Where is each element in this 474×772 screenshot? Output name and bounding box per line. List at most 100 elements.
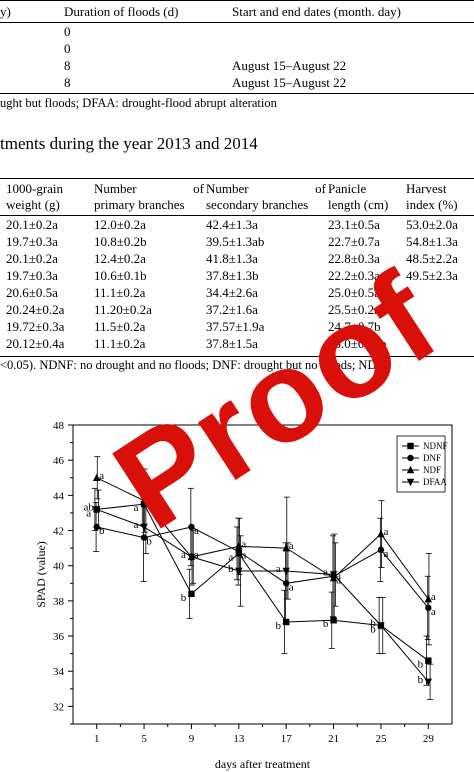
data-point-dnf [377, 546, 385, 554]
significance-label: a [228, 551, 233, 563]
table2-cell: 19.7±0.3a [6, 234, 58, 249]
table2-cell: 54.8±1.3a [406, 234, 458, 249]
table2-cell: 20.24±0.2a [6, 302, 65, 317]
table2-cell: 37.8±1.3b [206, 268, 259, 283]
header-line: primary branches [94, 197, 185, 212]
table2-cell: 20.12±0.4a [6, 336, 65, 351]
table2-cell: 12.4±0.2a [94, 251, 146, 266]
table2-footnote: <0.05). NDNF: no drought and no floods; … [0, 358, 387, 372]
table2-cell: 24.7±0.7b [328, 319, 381, 334]
spad-line-chart: 32 34 36 38 40 42 44 46 48 1 5 9 13 17 21 25 29 days afte… [34, 420, 453, 771]
data-point-ndnf [140, 500, 148, 508]
significance-label: a [181, 549, 186, 561]
legend-marker [406, 465, 415, 474]
data-point-ndnf [282, 618, 290, 626]
table1-cell-duration: 0 [64, 24, 71, 39]
data-point-ndnf [188, 590, 195, 598]
table1-cell-dates: August 15–August 22 [232, 58, 347, 73]
table2-header-secondary-branches: Number of secondary branches [206, 181, 326, 213]
table2-cell: 23.1±0.5a [328, 217, 380, 232]
significance-label: b [370, 618, 376, 630]
legend-label: NDF [423, 465, 441, 475]
significance-label: a [134, 519, 139, 531]
series-line-dnf [96, 526, 429, 609]
table2-cell: 37.2±1.6a [206, 302, 258, 317]
table2-cell: 37.57±1.9a [206, 319, 265, 334]
table2-cell: 53.0±2.0a [406, 217, 458, 232]
table1-footnote: ught but floods; DFAA: drought-flood abr… [0, 96, 277, 110]
header-line: Panicle [328, 181, 367, 196]
significance-label: b [323, 618, 329, 630]
table2-cell: 25.0±0.4ab [328, 336, 387, 351]
table1-cell-duration: 8 [64, 75, 71, 90]
table1-header-duration: Duration of floods (d) [64, 4, 179, 19]
significance-label: a [383, 526, 388, 538]
table2-header-primary-branches: Number of primary branches [94, 181, 204, 213]
header-line: 1000-grain [6, 181, 64, 196]
significance-label: a [99, 470, 104, 482]
significance-label: b [146, 536, 152, 548]
significance-label: b [418, 674, 424, 686]
header-word: of [315, 181, 326, 196]
significance-label: a [194, 549, 199, 561]
significance-label: ab [83, 501, 94, 513]
table2-cell: 22.2±0.3a [328, 268, 380, 283]
significance-label: a [431, 591, 436, 603]
header-word: Number [206, 181, 249, 196]
header-line: secondary branches [206, 197, 309, 212]
header-line: Number of [94, 181, 204, 197]
data-point-dfaa [187, 553, 196, 562]
significance-label: a [323, 567, 328, 579]
significance-label: b [99, 525, 105, 537]
header-word: of [193, 181, 204, 196]
table2-header-grain-weight: 1000-grain weight (g) [6, 181, 63, 213]
data-point-ndf [92, 473, 101, 481]
data-point-ndf [377, 529, 385, 538]
legend-marker [406, 478, 415, 487]
header-line: Harvest [406, 181, 447, 196]
table2-cell: 19.72±0.3a [6, 319, 65, 334]
table2-cell: 22.8±0.3a [328, 251, 380, 266]
significance-label: b [418, 659, 424, 671]
significance-label: a [383, 548, 388, 560]
x-tick-label: 5 [141, 733, 147, 745]
y-tick-label: 32 [53, 701, 64, 713]
y-tick-label: 40 [53, 561, 65, 573]
significance-label: b [275, 620, 281, 632]
table2-header-panicle-length: Panicle length (cm) [328, 181, 388, 213]
x-tick-label: 17 [281, 733, 293, 745]
y-tick-label: 36 [53, 631, 65, 643]
x-axis-label: days after treatment [215, 757, 311, 771]
significance-label: a [241, 538, 246, 550]
significance-label: b [370, 624, 376, 636]
header-word: Number [94, 181, 137, 196]
legend-marker [407, 454, 414, 462]
table2-cell: 11.5±0.2a [94, 319, 146, 334]
y-axis-label: SPAD (value) [34, 541, 48, 608]
series-line-dfaa [96, 508, 429, 683]
data-point-dnf [425, 604, 432, 612]
y-tick-label: 42 [53, 526, 64, 538]
data-point-dfaa [377, 622, 385, 630]
x-tick-label: 9 [189, 733, 195, 745]
table2-cell: 39.5±1.3ab [206, 234, 265, 249]
series-line-ndf [96, 477, 429, 600]
data-point-dfaa [140, 523, 148, 532]
table1-cell-duration: 0 [64, 41, 71, 56]
data-point-dfaa [235, 567, 243, 576]
table2-cell: 41.8±1.3a [206, 251, 258, 266]
table2-top-rule [0, 178, 474, 179]
table1-cell-duration: 8 [64, 58, 71, 73]
table2-cell: 42.4±1.3a [206, 217, 258, 232]
y-tick-label: 38 [53, 596, 65, 608]
series-line-ndnf [96, 503, 429, 662]
header-line: length (cm) [328, 197, 389, 212]
significance-label: a [134, 502, 139, 514]
table2-cell: 11.20±0.2a [94, 302, 152, 317]
legend-marker [407, 442, 414, 450]
table2-cell: 11.1±0.2a [94, 285, 146, 300]
x-tick-label: 21 [328, 733, 339, 745]
table1-cell-dates: August 15–August 22 [232, 75, 347, 90]
significance-label: a [289, 540, 294, 552]
table2-cell: 25.5±0.2ab [328, 302, 387, 317]
